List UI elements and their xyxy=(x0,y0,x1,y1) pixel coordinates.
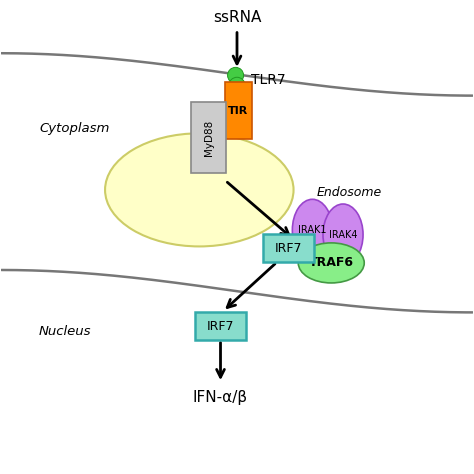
Text: IRAK4: IRAK4 xyxy=(329,229,357,240)
Text: TIR: TIR xyxy=(228,106,248,116)
Text: IRF7: IRF7 xyxy=(275,242,302,255)
Ellipse shape xyxy=(298,243,364,283)
Ellipse shape xyxy=(323,204,363,265)
Circle shape xyxy=(232,97,248,113)
Circle shape xyxy=(228,67,244,83)
Ellipse shape xyxy=(292,199,332,261)
FancyBboxPatch shape xyxy=(264,234,314,263)
Ellipse shape xyxy=(105,133,293,246)
FancyBboxPatch shape xyxy=(195,312,246,340)
Text: TLR7: TLR7 xyxy=(251,73,286,87)
Circle shape xyxy=(230,87,246,103)
Text: TRAF6: TRAF6 xyxy=(309,256,354,269)
Text: Cytoplasm: Cytoplasm xyxy=(39,122,109,135)
Text: Nucleus: Nucleus xyxy=(39,325,91,338)
Text: Endosome: Endosome xyxy=(317,186,383,199)
Text: IRAK1: IRAK1 xyxy=(298,225,327,235)
Circle shape xyxy=(229,77,245,93)
Text: IFN-α/β: IFN-α/β xyxy=(193,390,248,405)
Text: MyD88: MyD88 xyxy=(204,119,214,156)
Text: IRF7: IRF7 xyxy=(207,319,234,333)
FancyBboxPatch shape xyxy=(225,82,252,139)
FancyBboxPatch shape xyxy=(191,102,226,173)
Text: ssRNA: ssRNA xyxy=(213,10,261,26)
